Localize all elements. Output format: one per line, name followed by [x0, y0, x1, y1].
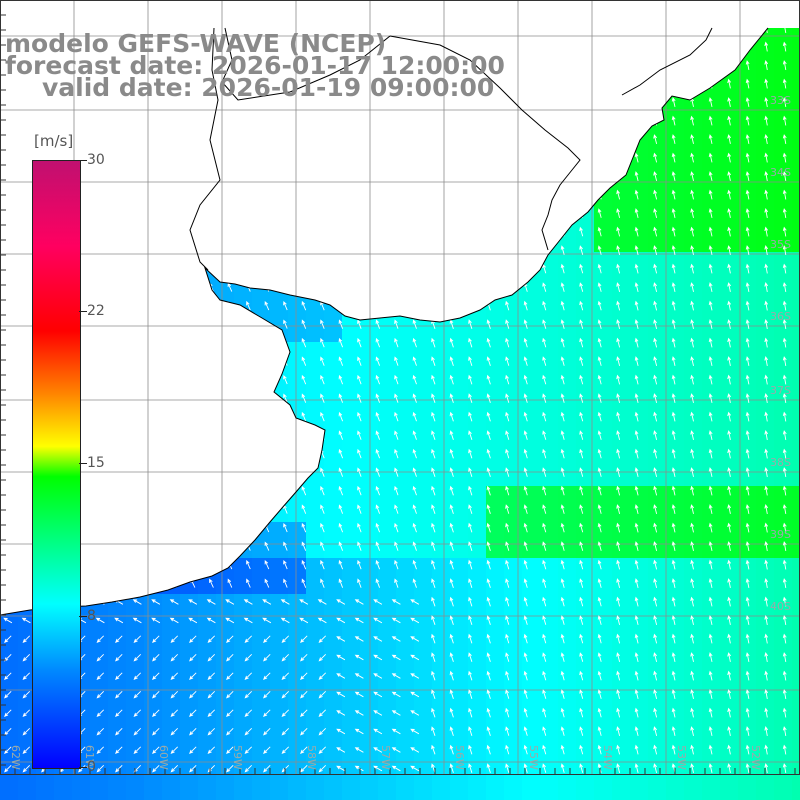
lat-label: 34S	[770, 166, 791, 179]
lon-label: 60W	[157, 745, 170, 770]
lat-label: 35S	[770, 238, 791, 251]
colorbar-tick-0: 0	[87, 759, 96, 775]
valid-date: valid date: 2026-01-19 09:00:00	[42, 73, 495, 102]
lon-label: 56W	[453, 745, 466, 770]
lat-label: 39S	[770, 528, 791, 541]
lon-label: 57W	[379, 745, 392, 770]
lon-label: 55W	[527, 745, 540, 770]
lat-label: 36S	[770, 310, 791, 323]
colorbar	[32, 160, 81, 769]
coastline	[0, 27, 769, 616]
colorbar-tick-8: 8	[87, 608, 96, 624]
model-title: modelo GEFS-WAVE (NCEP)	[5, 29, 387, 58]
lon-label: 53W	[675, 745, 688, 770]
lon-label: 58W	[305, 745, 318, 770]
lat-label: 38S	[770, 456, 791, 469]
colorbar-unit: [m/s]	[34, 132, 74, 150]
forecast-date: forecast date: 2026-01-17 12:00:00	[5, 51, 505, 80]
lat-label: 33S	[770, 94, 791, 107]
colorbar-tick-30: 30	[87, 152, 105, 168]
colorbar-tick-15: 15	[87, 455, 105, 471]
lon-label: 62W	[9, 745, 22, 770]
lat-label: 40S	[770, 600, 791, 613]
lon-label: 52W	[749, 745, 762, 770]
lon-label: 54W	[601, 745, 614, 770]
lat-label: 37S	[770, 384, 791, 397]
lon-label: 61W	[83, 745, 96, 770]
colorbar-tick-22: 22	[87, 303, 105, 319]
lon-label: 59W	[231, 745, 244, 770]
